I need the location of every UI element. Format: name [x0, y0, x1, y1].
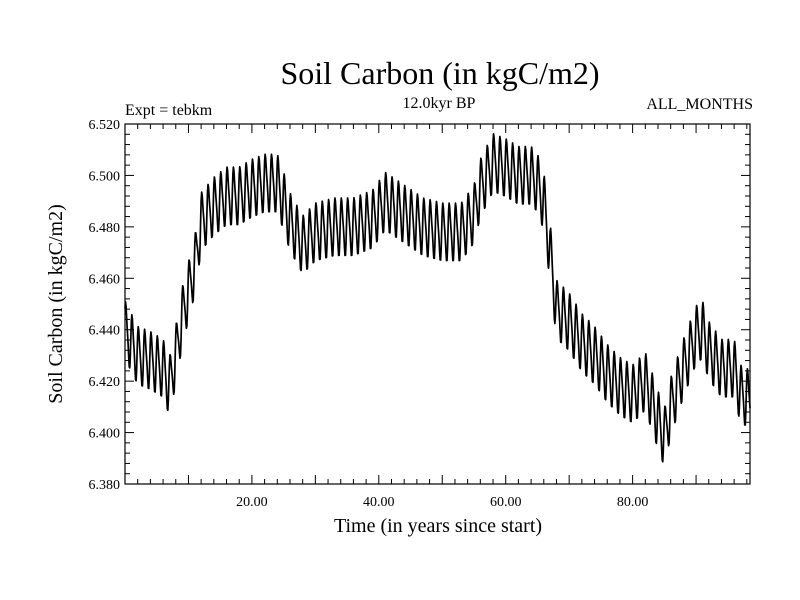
- soil-carbon-series-line: [124, 133, 751, 463]
- months-label: ALL_MONTHS: [646, 96, 753, 113]
- y-tick-label: 6.480: [89, 221, 121, 236]
- y-tick-label: 6.500: [89, 169, 121, 184]
- x-tick-label: 80.00: [617, 495, 649, 510]
- y-tick-label: 6.520: [89, 118, 121, 133]
- chart-subtitle: 12.0kyr BP: [403, 95, 476, 112]
- x-tick-label: 40.00: [363, 495, 395, 510]
- experiment-label: Expt = tebkm: [125, 102, 213, 119]
- y-axis-tick-labels: 6.380 6.400 6.420 6.440 6.460 6.480 6.500 6.520: [89, 118, 121, 493]
- chart-title: Soil Carbon (in kgC/m2): [280, 55, 599, 91]
- x-axis-tick-labels: 20.00 40.00 60.00 80.00: [236, 495, 648, 510]
- x-axis-ticks: [137, 124, 748, 484]
- y-axis-label: Soil Carbon (in kgC/m2): [45, 204, 67, 403]
- x-axis-label: Time (in years since start): [334, 515, 542, 537]
- x-tick-label: 20.00: [236, 495, 268, 510]
- y-tick-label: 6.460: [89, 272, 121, 287]
- y-tick-label: 6.400: [89, 427, 121, 442]
- plot-frame: [124, 123, 751, 485]
- x-tick-label: 60.00: [490, 495, 522, 510]
- y-tick-label: 6.440: [89, 324, 121, 339]
- y-tick-label: 6.420: [89, 375, 121, 390]
- y-tick-label: 6.380: [89, 478, 121, 493]
